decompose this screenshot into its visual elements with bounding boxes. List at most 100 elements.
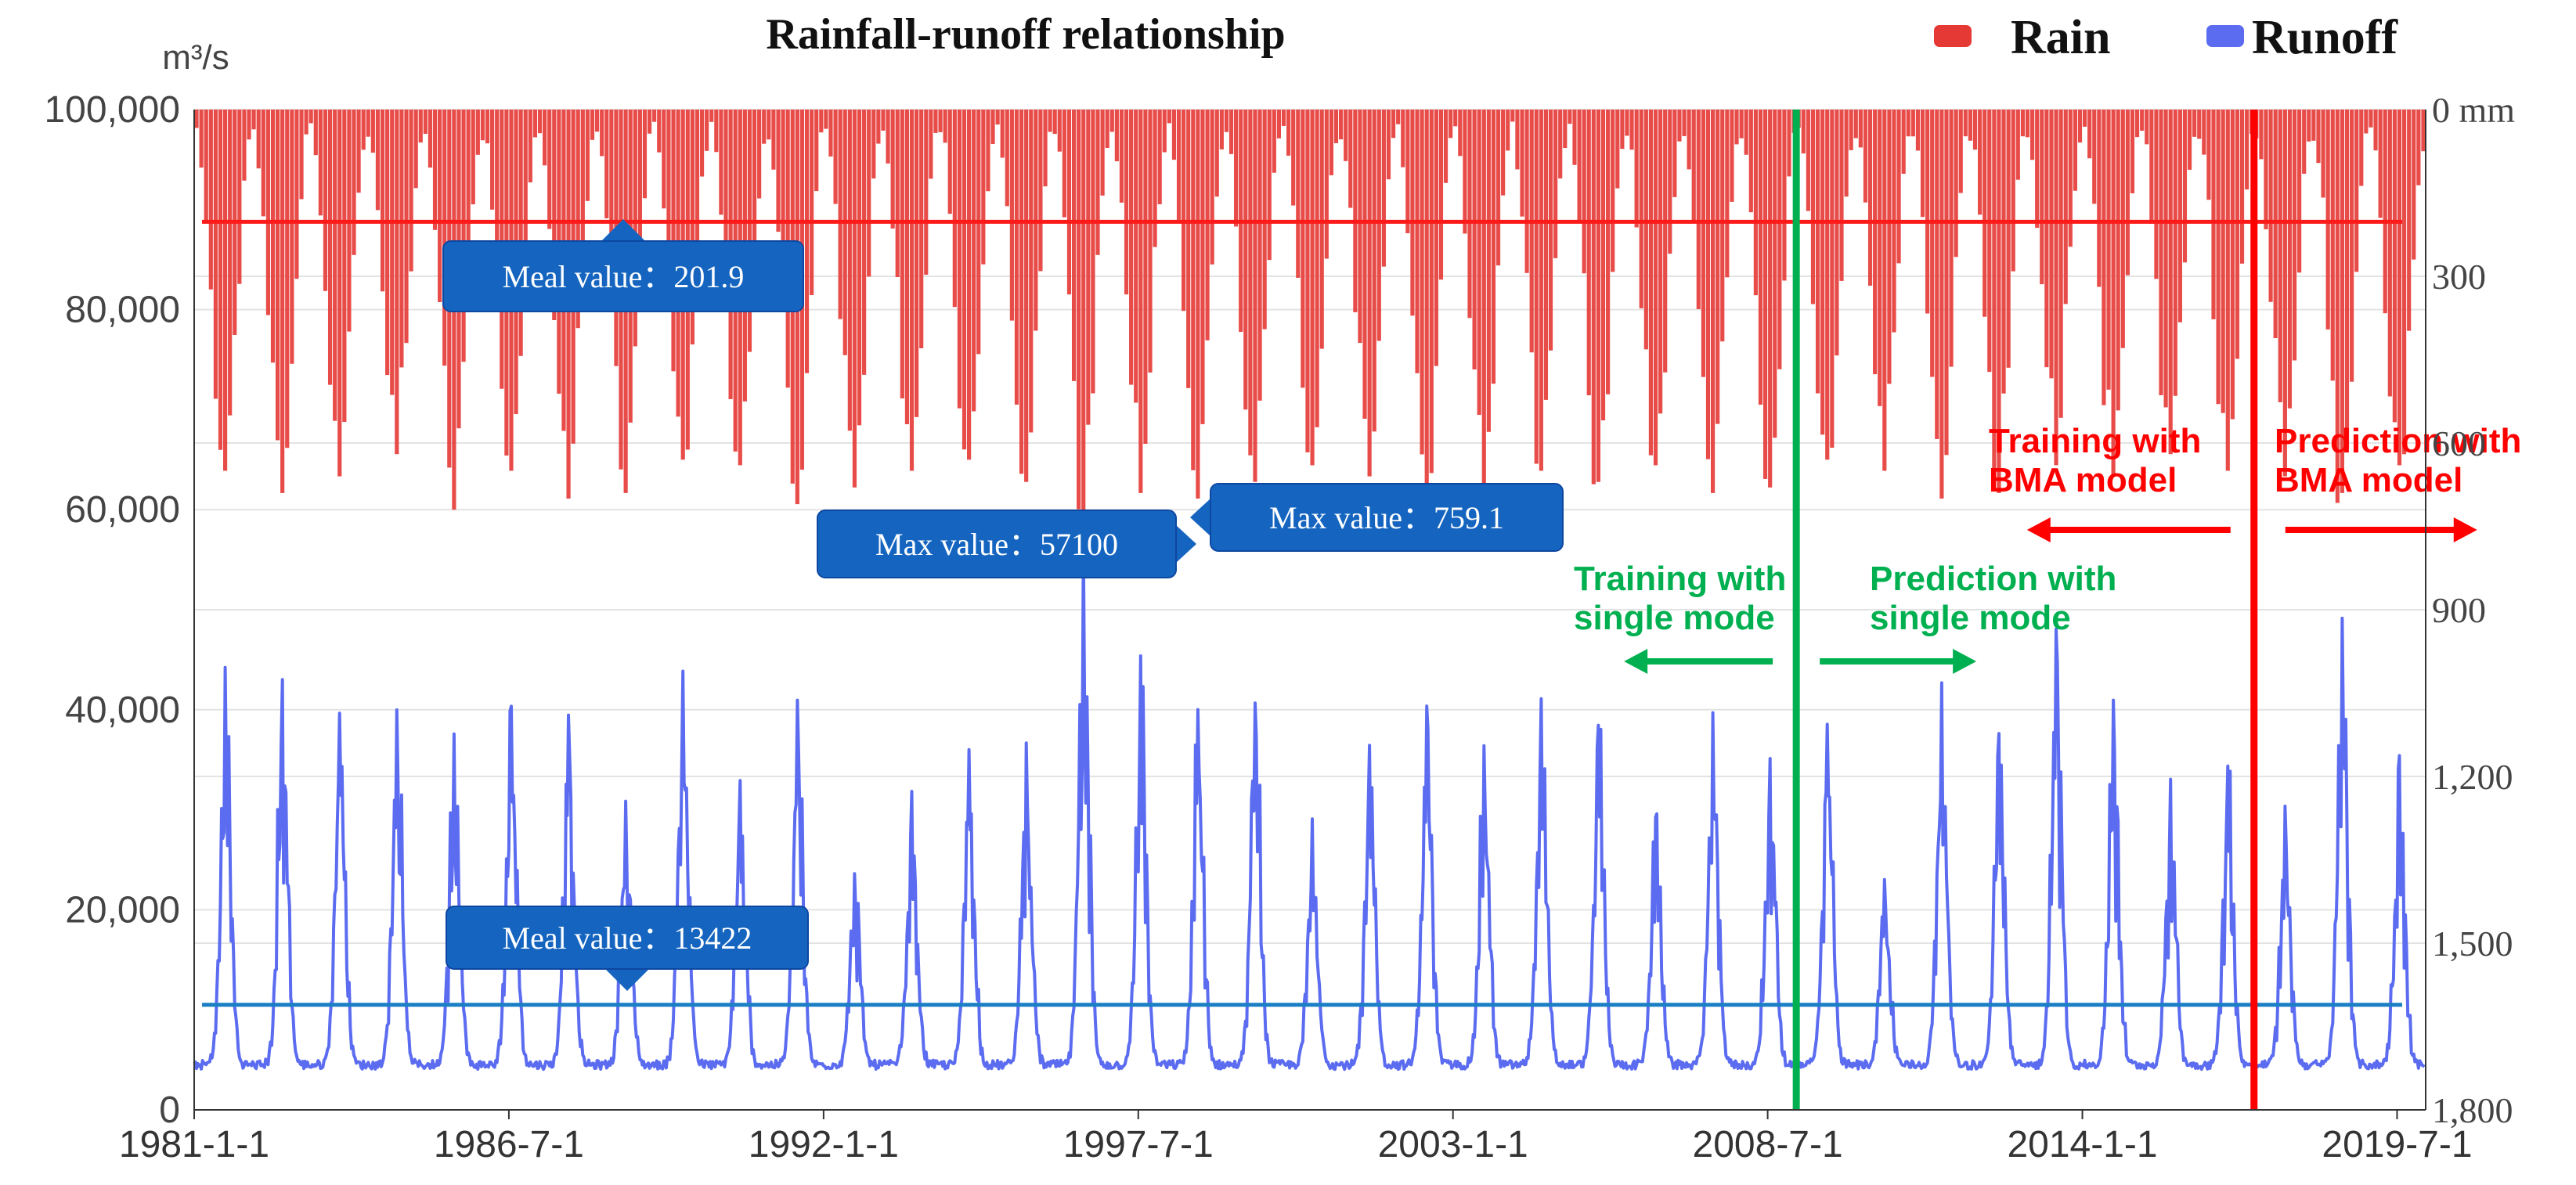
rain-bar[interactable] bbox=[1978, 110, 1983, 215]
rain-bar[interactable] bbox=[1701, 110, 1705, 377]
rain-bar[interactable] bbox=[580, 110, 585, 249]
rain-bar[interactable] bbox=[986, 110, 990, 192]
rain-bar[interactable] bbox=[1372, 110, 1376, 432]
rain-bar[interactable] bbox=[1157, 110, 1162, 204]
rain-bar[interactable] bbox=[595, 110, 600, 132]
rain-bar[interactable] bbox=[1716, 110, 1720, 424]
rain-bar[interactable] bbox=[767, 110, 771, 140]
rain-bar[interactable] bbox=[390, 110, 395, 395]
rain-bar[interactable] bbox=[709, 110, 714, 122]
rain-bar[interactable] bbox=[810, 110, 814, 295]
rain-bar[interactable] bbox=[1930, 110, 1935, 377]
rain-bar[interactable] bbox=[480, 110, 485, 141]
rain-bar[interactable] bbox=[1558, 110, 1563, 178]
rain-bar[interactable] bbox=[1773, 110, 1777, 438]
rain-bar[interactable] bbox=[2035, 110, 2040, 229]
rain-bar[interactable] bbox=[2125, 110, 2130, 276]
rain-bar[interactable] bbox=[2173, 110, 2177, 396]
rain-bar[interactable] bbox=[1572, 110, 1577, 165]
rain-bar[interactable] bbox=[1029, 110, 1034, 433]
rain-bar[interactable] bbox=[1186, 110, 1191, 388]
rain-bar[interactable] bbox=[585, 110, 590, 201]
rain-bar[interactable] bbox=[1520, 110, 1524, 217]
rain-bar[interactable] bbox=[1910, 110, 1915, 137]
rain-bar[interactable] bbox=[461, 110, 466, 362]
rain-bar[interactable] bbox=[399, 110, 404, 368]
rain-bar[interactable] bbox=[318, 110, 323, 216]
rain-bar[interactable] bbox=[1200, 110, 1205, 424]
rain-bar[interactable] bbox=[600, 110, 604, 157]
rain-bar[interactable] bbox=[1052, 110, 1057, 135]
rain-bar[interactable] bbox=[2216, 110, 2221, 405]
rain-bar[interactable] bbox=[1600, 110, 1606, 421]
rain-bar[interactable] bbox=[1591, 110, 1596, 484]
rain-bar[interactable] bbox=[299, 110, 304, 200]
rain-bar[interactable] bbox=[1691, 110, 1696, 221]
rain-bar[interactable] bbox=[2163, 110, 2168, 408]
rain-bar[interactable] bbox=[1625, 110, 1629, 136]
rain-bar[interactable] bbox=[1463, 110, 1467, 234]
rain-bar[interactable] bbox=[2335, 110, 2340, 503]
rain-bar[interactable] bbox=[1672, 110, 1677, 197]
rain-bar[interactable] bbox=[819, 110, 824, 133]
rain-bar[interactable] bbox=[280, 110, 285, 493]
rain-bar[interactable] bbox=[1548, 110, 1553, 351]
rain-bar[interactable] bbox=[1648, 110, 1654, 456]
rain-bar[interactable] bbox=[375, 110, 381, 211]
rain-bar[interactable] bbox=[1643, 110, 1648, 350]
rain-bar[interactable] bbox=[1286, 110, 1291, 156]
rain-bar[interactable] bbox=[1762, 110, 1768, 479]
rain-bar[interactable] bbox=[1129, 110, 1134, 385]
rain-bar[interactable] bbox=[1820, 110, 1825, 435]
rain-bar[interactable] bbox=[2230, 110, 2235, 420]
rain-bar[interactable] bbox=[1429, 110, 1434, 474]
rain-bar[interactable] bbox=[1849, 110, 1853, 150]
rain-bar[interactable] bbox=[2006, 110, 2011, 368]
rain-bar[interactable] bbox=[1935, 110, 1939, 439]
rain-bar[interactable] bbox=[2011, 110, 2015, 272]
rain-bar[interactable] bbox=[833, 110, 838, 204]
rain-bar[interactable] bbox=[423, 110, 428, 134]
rain-bar[interactable] bbox=[1939, 110, 1944, 499]
rain-bar[interactable] bbox=[2325, 110, 2330, 330]
rain-bar[interactable] bbox=[1748, 110, 1753, 213]
rain-bar[interactable] bbox=[1348, 110, 1353, 208]
rain-bar[interactable] bbox=[705, 110, 709, 151]
rain-bar[interactable] bbox=[2387, 110, 2392, 397]
rain-bar[interactable] bbox=[666, 110, 671, 304]
rain-bar[interactable] bbox=[552, 110, 557, 320]
rain-bar[interactable] bbox=[2077, 110, 2083, 143]
rain-bar[interactable] bbox=[1815, 110, 1820, 394]
rain-bar[interactable] bbox=[327, 110, 333, 385]
rain-bar[interactable] bbox=[1143, 110, 1148, 445]
rain-bar[interactable] bbox=[385, 110, 390, 376]
rain-bar[interactable] bbox=[1972, 110, 1978, 150]
rain-bar[interactable] bbox=[1148, 110, 1153, 373]
rain-bar[interactable] bbox=[2273, 110, 2278, 339]
rain-bar[interactable] bbox=[395, 110, 399, 455]
rain-bar[interactable] bbox=[1114, 110, 1119, 162]
rain-bar[interactable] bbox=[862, 110, 867, 375]
rain-bar[interactable] bbox=[2097, 110, 2102, 287]
rain-bar[interactable] bbox=[1228, 110, 1234, 154]
rain-bar[interactable] bbox=[1138, 110, 1143, 493]
rain-bar[interactable] bbox=[442, 110, 447, 366]
rain-bar[interactable] bbox=[662, 110, 666, 209]
rain-bar[interactable] bbox=[428, 110, 433, 168]
rain-bar[interactable] bbox=[867, 110, 871, 277]
rain-bar[interactable] bbox=[1720, 110, 1725, 342]
rain-bar[interactable] bbox=[824, 110, 828, 129]
rain-bar[interactable] bbox=[1086, 110, 1091, 425]
rain-bar[interactable] bbox=[2202, 110, 2206, 155]
rain-bar[interactable] bbox=[242, 110, 247, 181]
rain-bar[interactable] bbox=[290, 110, 294, 364]
rain-bar[interactable] bbox=[633, 110, 637, 347]
rain-bar[interactable] bbox=[1095, 110, 1100, 255]
runoff-line[interactable] bbox=[193, 539, 2426, 1072]
rain-bar[interactable] bbox=[647, 110, 652, 134]
rain-bar[interactable] bbox=[1257, 110, 1262, 401]
rain-bar[interactable] bbox=[757, 110, 762, 199]
legend-item-rain[interactable]: Rain bbox=[1934, 11, 2110, 64]
rain-bar[interactable] bbox=[1529, 110, 1534, 353]
rain-bar[interactable] bbox=[475, 110, 480, 155]
